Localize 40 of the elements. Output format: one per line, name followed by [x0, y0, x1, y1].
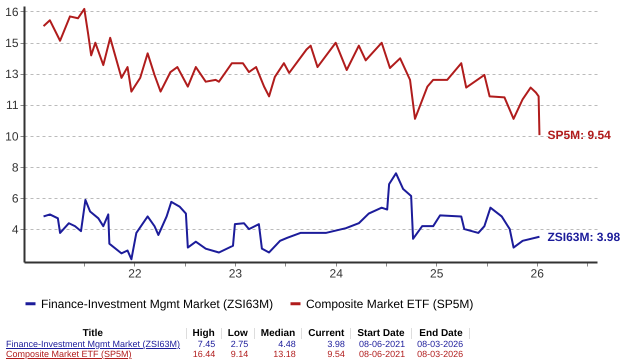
text: Start Date	[350, 328, 412, 339]
text: 16.44	[192, 349, 216, 359]
text: Finance-Investment Mgmt Market (ZSI63M)	[5, 339, 182, 349]
legend-label: Composite Market ETF (SP5M)	[306, 296, 474, 311]
y-tick-label: 11	[6, 98, 19, 112]
y-tick-label: 15	[5, 36, 19, 50]
annotation: SP5M: 9.54	[547, 128, 612, 142]
legend-label: Finance-Investment Mgmt Market (ZSI63M)	[41, 296, 274, 311]
text: 9.14	[230, 349, 250, 359]
x-tick-label: 23	[228, 266, 242, 280]
text: Median	[254, 328, 302, 339]
text: 08-03-2026	[416, 339, 464, 349]
text: 2.75	[230, 339, 250, 349]
y-tick-label: 10	[5, 129, 19, 144]
y-tick-label: 8	[12, 160, 19, 174]
text: 7.45	[196, 339, 216, 349]
y-tick-label: 13	[5, 67, 19, 82]
text: End Date	[411, 328, 470, 339]
text: 13.18	[272, 349, 297, 359]
line-series	[42, 172, 540, 260]
text: Title	[0, 328, 186, 339]
text: 3.98	[326, 339, 346, 349]
text: Low	[221, 328, 254, 339]
y-tick-label: 4	[12, 222, 19, 237]
text: Composite Market ETF (SP5M)	[5, 349, 133, 359]
y-tick-label: 16	[5, 4, 19, 19]
text: High	[186, 328, 222, 339]
text: 9.54	[326, 349, 346, 359]
text: 08-03-2026	[416, 349, 464, 359]
text: 4.48	[277, 339, 297, 349]
x-tick-label: 24	[330, 266, 344, 280]
text: 08-06-2021	[358, 349, 406, 359]
x-tick-label: 26	[530, 266, 544, 280]
text: 08-06-2021	[358, 339, 406, 349]
text: Current	[302, 328, 351, 339]
x-tick-label: 25	[430, 266, 444, 280]
x-tick-label: 22	[128, 266, 142, 280]
annotation: ZSI63M: 3.98	[547, 230, 620, 244]
y-tick-label: 6	[12, 192, 19, 206]
line-series	[42, 8, 540, 136]
